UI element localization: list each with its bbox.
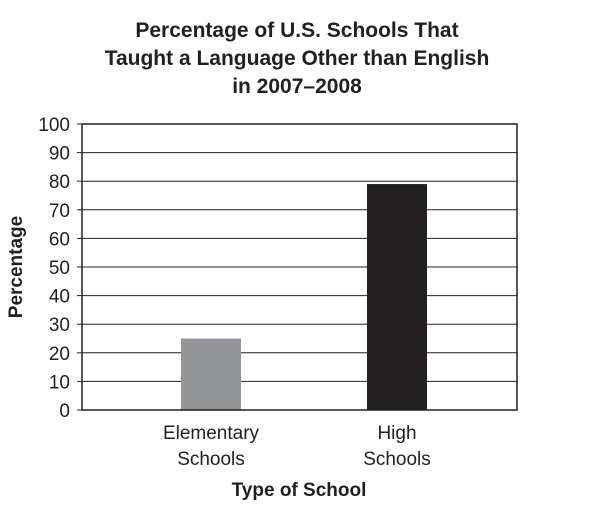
x-category-label: High [377,423,416,444]
y-tick-label: 50 [49,258,70,279]
y-tick-label: 40 [49,287,70,308]
y-tick-label: 0 [59,401,70,422]
y-tick-label: 60 [49,229,70,250]
chart-title-line: Taught a Language Other than English [105,47,490,70]
bar [367,184,427,410]
x-axis-title: Type of School [232,480,367,501]
x-category-label: Schools [363,449,431,470]
chart-title-line: in 2007–2008 [232,75,362,98]
y-tick-label: 20 [49,344,70,365]
y-tick-label: 30 [49,315,70,336]
chart-title: Percentage of U.S. Schools That Taught a … [105,19,490,98]
y-tick-label: 10 [49,372,70,393]
chart-title-line: Percentage of U.S. Schools That [135,19,458,42]
y-tick-label: 100 [38,115,70,136]
x-category-label: Elementary [163,423,260,444]
gridlines [82,152,517,382]
y-tick-label: 90 [49,144,70,165]
y-axis-ticks: 0 10 20 30 40 50 60 70 80 90 100 [38,115,82,422]
x-axis-categories: Elementary Schools High Schools [163,423,431,470]
y-axis-title: Percentage [6,216,27,318]
y-tick-label: 80 [49,172,70,193]
bar [181,338,241,410]
x-category-label: Schools [177,449,245,470]
bars [181,184,427,410]
y-tick-label: 70 [49,201,70,222]
